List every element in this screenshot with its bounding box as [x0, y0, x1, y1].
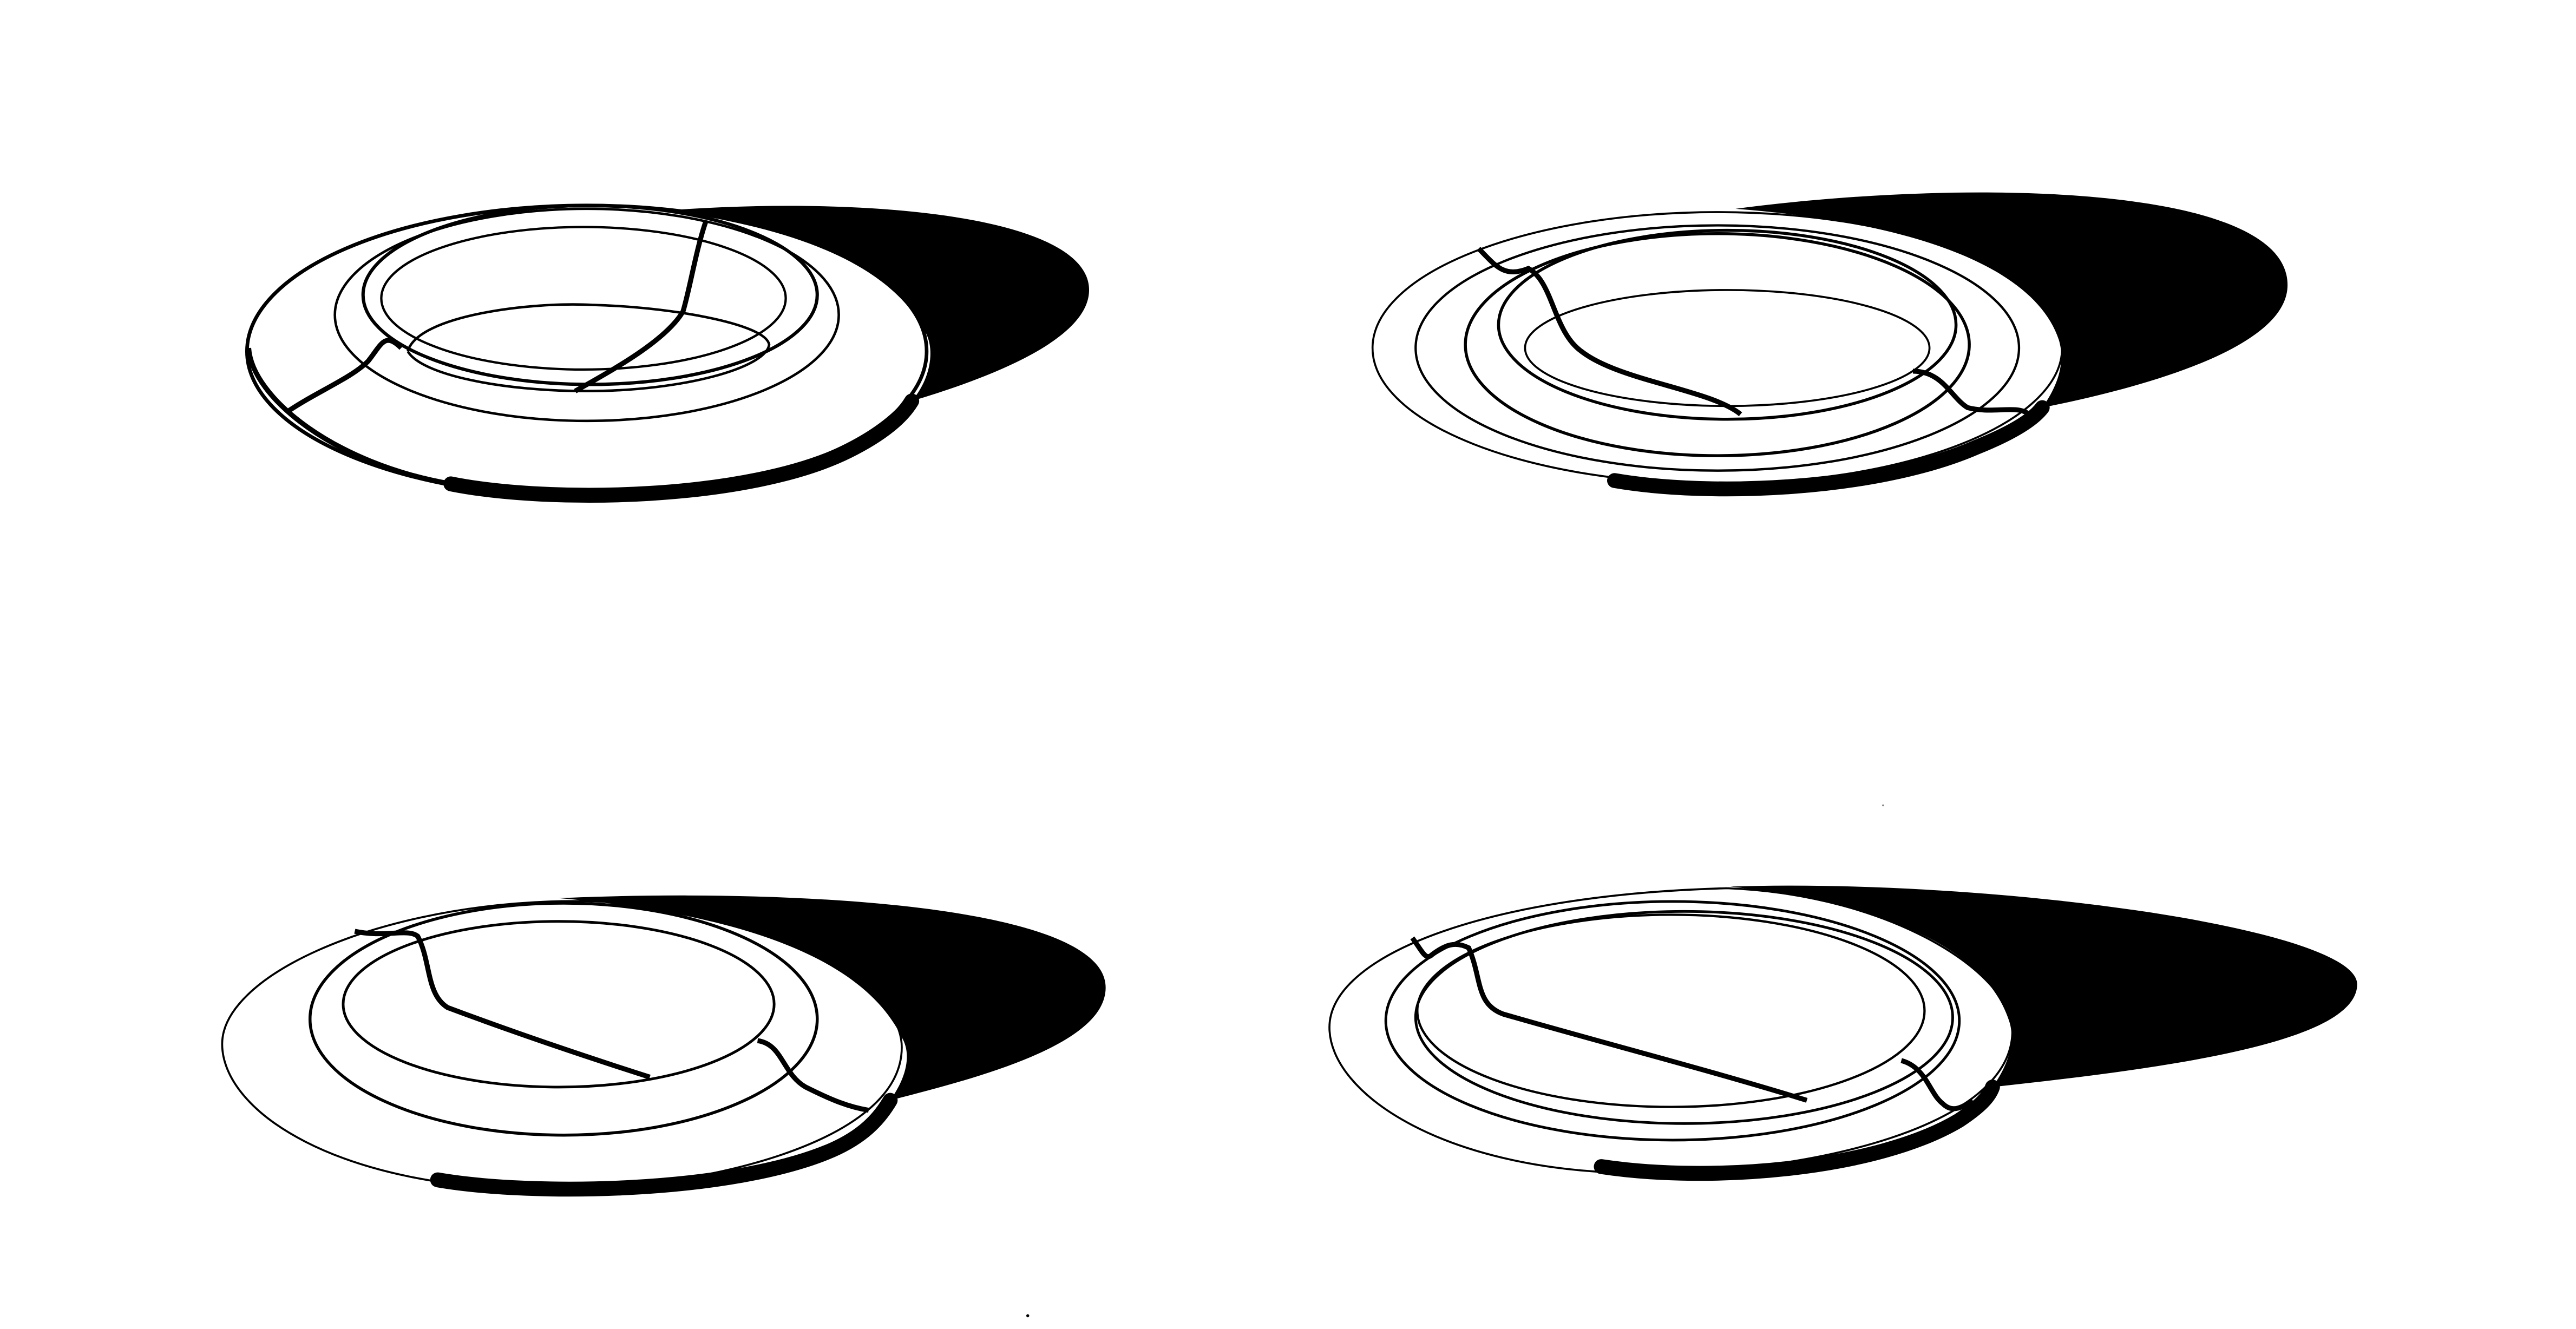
cut-curve-2-top-right: [1912, 369, 2031, 417]
stray-dot-2: [1882, 804, 1884, 807]
shadow-top-left: [666, 206, 1090, 402]
rim-highlight-top-right: [1607, 400, 2050, 497]
cut-curve-1-top-left: [574, 219, 709, 393]
cut-curve-1-bottom-right: [1410, 936, 1808, 1103]
cut-curve-1-bottom-left: [354, 929, 651, 1080]
panel-top-right: [1371, 192, 2288, 497]
ring-3-bottom-right: [1414, 910, 1954, 1125]
ring-3-top-right: [1464, 232, 1971, 457]
cut-curve-2-top-left: [287, 338, 403, 413]
panel-bottom-right: [1328, 885, 2357, 1181]
ring-4-top-left: [380, 226, 787, 371]
ring-3-top-left: [361, 203, 819, 386]
ring-2-top-left: [333, 207, 840, 423]
ring-4-top-right: [1497, 228, 1958, 421]
cut-curve-2-bottom-right: [1900, 1058, 1974, 1111]
ring-3-bottom-left: [342, 920, 776, 1089]
rim-highlight-top-left: [443, 393, 920, 503]
ring-2-bottom-right: [1384, 900, 1961, 1142]
shadow-bottom-left: [559, 895, 1106, 1101]
shadow-bottom-right: [1731, 885, 2357, 1087]
inner-hole-bottom-right: [1416, 913, 1926, 1108]
inner-hole-top-right: [1524, 289, 1931, 407]
ring-2-top-right: [1414, 224, 2021, 472]
stray-dot-1: [1026, 1314, 1030, 1318]
rim-highlight-bottom-right: [1594, 1080, 2000, 1181]
ring-2-bottom-left: [308, 902, 819, 1137]
inner-hole-top-left: [407, 303, 771, 393]
cut-curve-2-bottom-left: [757, 1038, 869, 1113]
outer-rim-bottom-left: [221, 900, 903, 1191]
outer-rim-bottom-right: [1328, 887, 2014, 1174]
shadow-top-right: [1735, 192, 2288, 408]
cut-curve-1-top-right: [1477, 247, 1742, 417]
panel-bottom-left: [221, 895, 1106, 1197]
rim-highlight-bottom-left: [430, 1093, 898, 1197]
panel-top-left: [245, 203, 1090, 503]
rim-left-edge-top-left: [246, 347, 451, 486]
